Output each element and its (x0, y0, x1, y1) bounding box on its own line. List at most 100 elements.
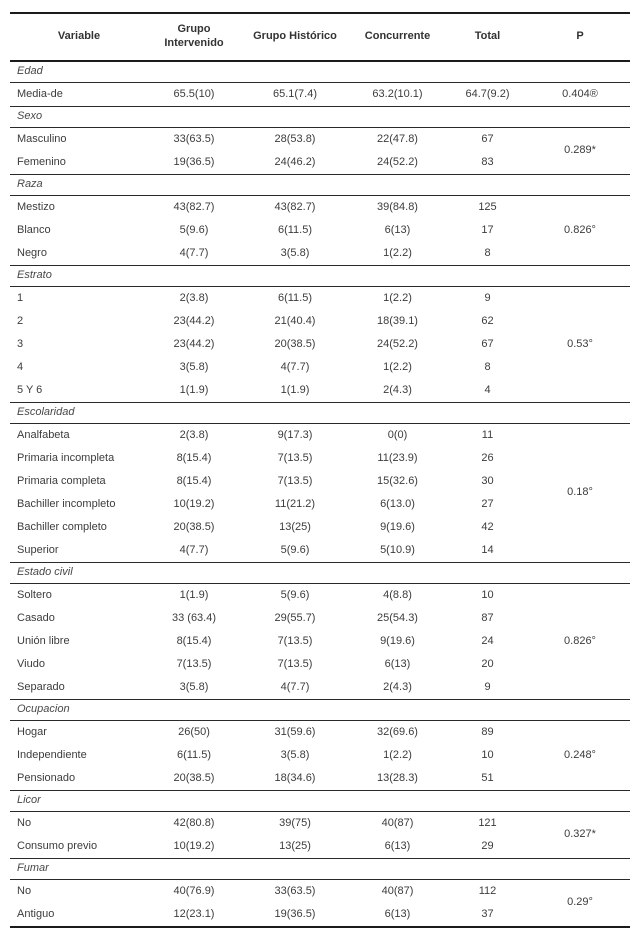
value-cell: 24 (481, 634, 494, 647)
value-cell: 8(15.4) (176, 634, 212, 647)
table-row-1: 1 2(3.8) 6(11.5) 1(2.2) 9 0.53° (10, 286, 630, 349)
p-value-cell: 0.327* (564, 828, 596, 840)
value-cell: 9(19.6) (380, 520, 415, 533)
section-label: Licor (10, 789, 630, 812)
value-cell: 43(82.7) (274, 200, 316, 213)
value-cell: 112 (478, 884, 497, 897)
section-label: Edad (10, 60, 630, 83)
column-header-total: Total (445, 13, 530, 62)
table-row-4: 4 3(5.8) 4(7.7) 1(2.2) 8 (10, 356, 630, 379)
value-cell: 8 (484, 360, 491, 373)
variable-cell: Femenino (17, 155, 66, 168)
value-cell: 20 (481, 657, 494, 670)
value-cell: 33(63.5) (173, 132, 215, 145)
section-label: Raza (10, 173, 630, 196)
value-cell: 6(11.5) (277, 223, 313, 236)
value-cell: 10(19.2) (173, 839, 215, 852)
value-cell: 4(8.8) (383, 588, 412, 601)
value-cell: 26(50) (178, 725, 210, 738)
value-cell: 27 (481, 497, 494, 510)
value-cell: 7(13.5) (277, 657, 313, 670)
value-cell: 3(5.8) (179, 360, 209, 373)
value-cell: 2(4.3) (383, 680, 412, 693)
value-cell: 30 (481, 474, 494, 487)
section-row-sexo: Sexo (10, 105, 630, 128)
value-cell: 4(7.7) (179, 246, 209, 259)
p-value-cell: 0.18° (567, 486, 593, 498)
value-cell: 5(10.9) (380, 543, 415, 556)
value-cell: 7(13.5) (277, 634, 313, 647)
value-cell: 29(55.7) (274, 611, 316, 624)
table-row-masculino: Masculino 33(63.5) 28(53.8) 22(47.8) 67 0.289… (10, 127, 630, 155)
value-cell: 89 (481, 725, 494, 738)
table-row-consumo-previo: Consumo previo 10(19.2) 13(25) 6(13) 29 (10, 835, 630, 859)
value-cell: 7(13.5) (277, 474, 313, 487)
value-cell: 24(52.2) (377, 337, 418, 350)
table-row-no: No 42(80.8) 39(75) 40(87) 121 0.327* (10, 811, 630, 839)
column-header-variable: Variable (10, 13, 148, 62)
value-cell: 11(21.2) (274, 497, 316, 510)
table-row-primaria-incompleta: Primaria incompleta 8(15.4) 7(13.5) 11(23.9… (10, 447, 630, 470)
value-cell: 10(19.2) (173, 497, 215, 510)
value-cell: 1(2.2) (383, 291, 412, 304)
value-cell: 18(39.1) (377, 314, 418, 327)
p-value-cell: 0.826° (564, 223, 596, 236)
variable-cell: Mestizo (17, 200, 55, 213)
value-cell: 13(25) (279, 520, 311, 533)
table-header: Variable Grupo Intervenido Grupo Histórico… (10, 13, 630, 62)
value-cell: 43(82.7) (173, 200, 215, 213)
variable-cell: Primaria completa (17, 474, 106, 487)
value-cell: 83 (481, 155, 494, 168)
value-cell: 24(52.2) (377, 155, 418, 168)
section-label: Escolaridad (10, 401, 630, 424)
value-cell: 8(15.4) (176, 451, 212, 464)
value-cell: 9 (484, 680, 491, 693)
table-row-negro: Negro 4(7.7) 3(5.8) 1(2.2) 8 (10, 242, 630, 266)
value-cell: 4(7.7) (280, 360, 310, 373)
value-cell: 1(2.2) (383, 360, 412, 373)
variable-cell: 5 Y 6 (17, 383, 43, 396)
value-cell: 121 (478, 816, 497, 829)
value-cell: 2(3.8) (179, 428, 209, 441)
value-cell: 42(80.8) (173, 816, 215, 829)
variable-cell: 3 (17, 337, 24, 350)
table-row-femenino: Femenino 19(36.5) 24(46.2) 24(52.2) 83 (10, 151, 630, 175)
table-row-hogar: Hogar 26(50) 31(59.6) 32(69.6) 89 0.248° (10, 720, 630, 760)
value-cell: 4 (484, 383, 491, 396)
variable-cell: Media-de (17, 87, 63, 100)
section-row-ocupacion: Ocupacion (10, 698, 630, 721)
value-cell: 13(28.3) (377, 771, 418, 784)
p-value-cell: 0.248° (564, 748, 596, 761)
variable-cell: Casado (17, 611, 55, 624)
value-cell: 1(1.9) (179, 383, 209, 396)
p-value-cell: 0.29° (567, 896, 593, 908)
variable-cell: Superior (17, 543, 59, 556)
table-row-bachiller-completo: Bachiller completo 20(38.5) 13(25) 9(19.6) 4… (10, 516, 630, 539)
value-cell: 6(13.0) (380, 497, 415, 510)
value-cell: 39(75) (279, 816, 311, 829)
value-cell: 42 (481, 520, 494, 533)
variable-cell: Negro (17, 246, 47, 259)
value-cell: 3(5.8) (179, 680, 209, 693)
value-cell: 3(5.8) (280, 246, 310, 259)
variable-cell: Blanco (17, 223, 51, 236)
column-header-grupo-historico: Grupo Histórico (240, 13, 350, 62)
value-cell: 51 (481, 771, 494, 784)
value-cell: 1(2.2) (383, 246, 412, 259)
value-cell: 5(9.6) (280, 543, 310, 556)
value-cell: 67 (481, 132, 494, 145)
value-cell: 13(25) (279, 839, 311, 852)
value-cell: 37 (481, 907, 494, 920)
table-row-viudo: Viudo 7(13.5) 7(13.5) 6(13) 20 (10, 653, 630, 676)
value-cell: 11 (481, 428, 494, 441)
value-cell: 19(36.5) (274, 907, 316, 920)
p-value-cell: 0.826° (564, 634, 596, 647)
table-row-soltero: Soltero 1(1.9) 5(9.6) 4(8.8) 10 0.826° (10, 583, 630, 646)
value-cell: 8 (484, 246, 491, 259)
variable-cell: Independiente (17, 748, 87, 761)
value-cell: 9 (484, 291, 491, 304)
p-value-cell: 0.404® (562, 87, 598, 100)
p-value-cell: 0.53° (567, 337, 593, 350)
value-cell: 40(76.9) (173, 884, 215, 897)
